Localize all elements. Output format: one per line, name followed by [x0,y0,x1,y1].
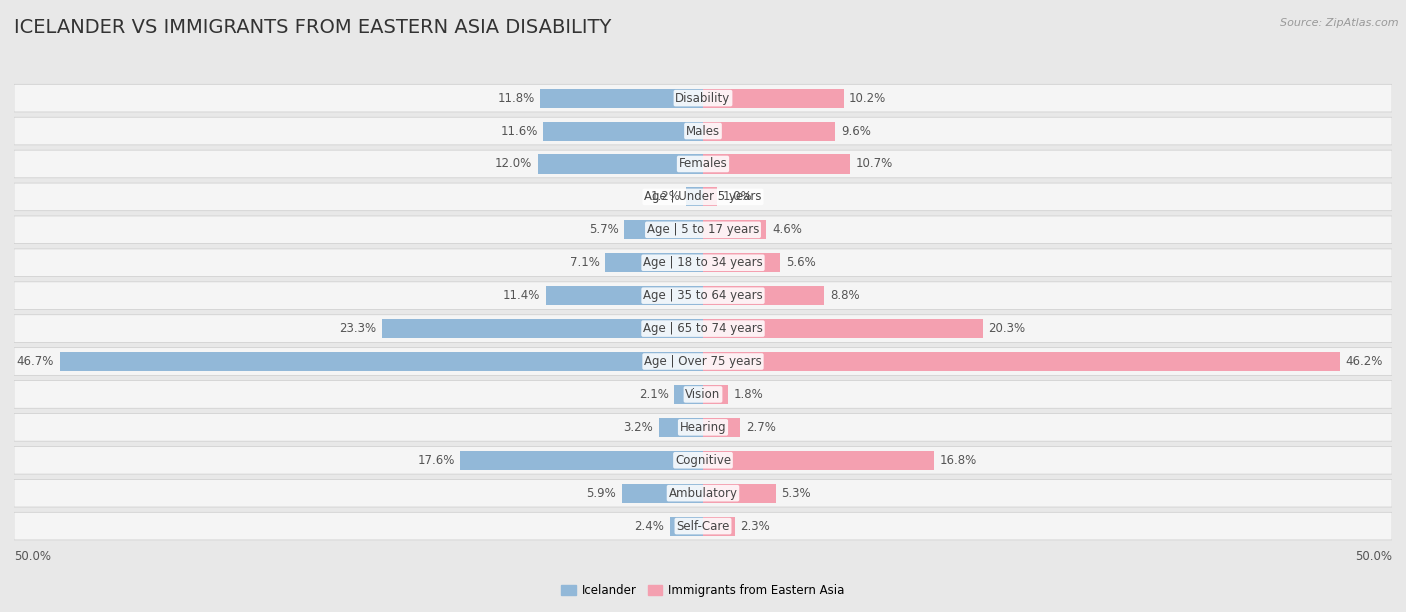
Text: 2.3%: 2.3% [740,520,770,532]
Text: 1.2%: 1.2% [651,190,681,203]
Bar [686,187,703,206]
Bar [461,450,703,470]
Bar [703,253,780,272]
Legend: Icelander, Immigrants from Eastern Asia: Icelander, Immigrants from Eastern Asia [557,580,849,602]
Text: 46.2%: 46.2% [1346,355,1382,368]
Text: 16.8%: 16.8% [941,453,977,467]
FancyBboxPatch shape [14,446,1392,474]
Text: 5.7%: 5.7% [589,223,619,236]
Text: 4.6%: 4.6% [772,223,801,236]
Text: 17.6%: 17.6% [418,453,456,467]
Text: 50.0%: 50.0% [14,550,51,563]
Bar [703,220,766,239]
FancyBboxPatch shape [14,414,1392,441]
Text: Ambulatory: Ambulatory [668,487,738,499]
Text: Males: Males [686,125,720,138]
Bar [703,319,983,338]
Bar [703,122,835,141]
FancyBboxPatch shape [14,479,1392,507]
Bar [669,517,703,536]
Text: 5.3%: 5.3% [782,487,811,499]
Bar [605,253,703,272]
Text: Females: Females [679,157,727,171]
Text: 1.8%: 1.8% [734,388,763,401]
Text: 8.8%: 8.8% [830,289,859,302]
FancyBboxPatch shape [14,216,1392,244]
Text: Age | Over 75 years: Age | Over 75 years [644,355,762,368]
Bar [703,385,728,404]
Bar [703,154,851,174]
Bar [703,418,740,437]
Bar [624,220,703,239]
Bar [546,286,703,305]
Bar [537,154,703,174]
Text: Vision: Vision [685,388,721,401]
FancyBboxPatch shape [14,118,1392,145]
Bar [543,122,703,141]
Bar [540,89,703,108]
FancyBboxPatch shape [14,512,1392,540]
FancyBboxPatch shape [14,84,1392,112]
Text: 10.7%: 10.7% [856,157,893,171]
FancyBboxPatch shape [14,150,1392,178]
FancyBboxPatch shape [14,348,1392,375]
Text: Disability: Disability [675,92,731,105]
FancyBboxPatch shape [14,183,1392,211]
Bar [703,483,776,502]
Bar [703,187,717,206]
Bar [703,517,735,536]
Text: 20.3%: 20.3% [988,322,1025,335]
Text: 7.1%: 7.1% [569,256,599,269]
Text: 3.2%: 3.2% [624,421,654,434]
Text: 23.3%: 23.3% [339,322,377,335]
Bar [703,352,1340,371]
Text: Self-Care: Self-Care [676,520,730,532]
Text: Hearing: Hearing [679,421,727,434]
Bar [703,286,824,305]
Text: 11.4%: 11.4% [503,289,540,302]
Text: Age | 35 to 64 years: Age | 35 to 64 years [643,289,763,302]
Text: 2.1%: 2.1% [638,388,669,401]
Text: 50.0%: 50.0% [1355,550,1392,563]
Text: 5.9%: 5.9% [586,487,616,499]
FancyBboxPatch shape [14,282,1392,310]
Bar [59,352,703,371]
Text: 2.4%: 2.4% [634,520,665,532]
FancyBboxPatch shape [14,249,1392,277]
Text: 1.0%: 1.0% [723,190,752,203]
Text: Age | 65 to 74 years: Age | 65 to 74 years [643,322,763,335]
Text: 11.8%: 11.8% [498,92,534,105]
FancyBboxPatch shape [14,315,1392,342]
FancyBboxPatch shape [14,381,1392,408]
Text: 5.6%: 5.6% [786,256,815,269]
Text: 2.7%: 2.7% [745,421,776,434]
Text: 12.0%: 12.0% [495,157,531,171]
Bar [659,418,703,437]
Text: 9.6%: 9.6% [841,125,870,138]
Bar [703,450,935,470]
Bar [673,385,703,404]
Bar [382,319,703,338]
Text: 11.6%: 11.6% [501,125,537,138]
Bar [621,483,703,502]
Text: Age | Under 5 years: Age | Under 5 years [644,190,762,203]
Text: 10.2%: 10.2% [849,92,886,105]
Text: 46.7%: 46.7% [17,355,53,368]
Text: ICELANDER VS IMMIGRANTS FROM EASTERN ASIA DISABILITY: ICELANDER VS IMMIGRANTS FROM EASTERN ASI… [14,18,612,37]
Text: Source: ZipAtlas.com: Source: ZipAtlas.com [1281,18,1399,28]
Text: Age | 5 to 17 years: Age | 5 to 17 years [647,223,759,236]
Text: Age | 18 to 34 years: Age | 18 to 34 years [643,256,763,269]
Text: Cognitive: Cognitive [675,453,731,467]
Bar [703,89,844,108]
